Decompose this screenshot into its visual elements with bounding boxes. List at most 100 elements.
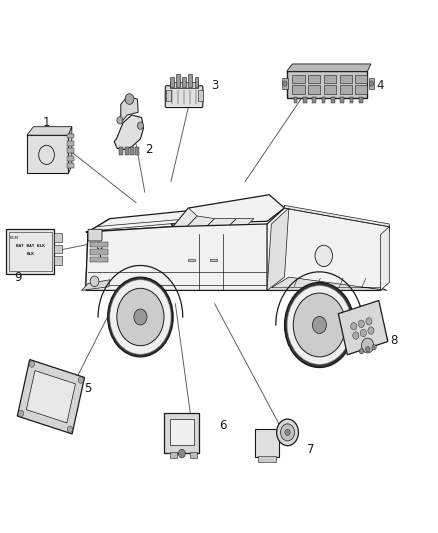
Bar (287, 71, 367, 98)
Bar (9, 232, 52, 271)
Bar (303, 97, 307, 103)
Circle shape (351, 322, 357, 330)
Polygon shape (17, 360, 85, 434)
Bar (164, 413, 199, 453)
Polygon shape (86, 224, 381, 290)
Polygon shape (221, 219, 254, 233)
Circle shape (110, 280, 171, 354)
Circle shape (138, 122, 144, 130)
Polygon shape (68, 127, 72, 173)
Bar (292, 75, 304, 83)
Circle shape (281, 424, 294, 441)
FancyBboxPatch shape (88, 229, 102, 241)
Polygon shape (272, 277, 387, 290)
Bar (324, 75, 336, 83)
Circle shape (90, 276, 99, 287)
Bar (54, 256, 62, 265)
Circle shape (287, 286, 352, 365)
Text: 9: 9 (14, 271, 22, 284)
Bar (7, 229, 54, 274)
Polygon shape (338, 301, 388, 355)
Polygon shape (381, 227, 389, 290)
Bar (188, 259, 195, 261)
Text: ECM: ECM (10, 236, 19, 240)
Bar (283, 78, 288, 90)
Circle shape (134, 309, 147, 325)
Bar (125, 147, 129, 155)
Bar (54, 233, 62, 241)
Circle shape (117, 117, 123, 124)
Bar (339, 75, 352, 83)
Polygon shape (114, 115, 144, 150)
Polygon shape (182, 216, 215, 233)
Text: 5: 5 (85, 382, 92, 395)
Bar (340, 97, 344, 103)
Bar (339, 85, 352, 94)
Circle shape (315, 245, 332, 266)
Circle shape (359, 349, 364, 354)
Bar (308, 85, 320, 94)
Bar (355, 85, 367, 94)
Bar (255, 429, 279, 457)
Text: 1: 1 (43, 117, 50, 130)
Circle shape (125, 94, 134, 104)
Circle shape (366, 346, 370, 352)
Bar (293, 97, 297, 103)
Circle shape (277, 419, 298, 446)
Polygon shape (81, 280, 110, 290)
Bar (188, 74, 192, 87)
Circle shape (360, 329, 367, 337)
Polygon shape (199, 219, 237, 233)
Text: BAT BAT BLK: BAT BAT BLK (16, 244, 45, 248)
Bar (369, 78, 374, 90)
Bar (170, 451, 177, 458)
Bar (176, 74, 180, 87)
Circle shape (285, 429, 290, 435)
Bar (194, 77, 198, 87)
Bar (355, 75, 367, 83)
Bar (170, 77, 173, 87)
Text: 2: 2 (145, 143, 153, 156)
Bar (350, 97, 353, 103)
Circle shape (18, 410, 24, 417)
Circle shape (368, 327, 374, 334)
Circle shape (372, 344, 376, 350)
Circle shape (283, 81, 287, 86)
Circle shape (369, 81, 374, 86)
Bar (67, 141, 74, 146)
Polygon shape (287, 64, 371, 71)
Bar (135, 147, 139, 155)
Polygon shape (171, 195, 285, 227)
Text: 4: 4 (377, 79, 384, 92)
Bar (190, 451, 197, 458)
Circle shape (78, 377, 83, 383)
Bar (54, 245, 62, 253)
Polygon shape (86, 219, 110, 285)
Bar (312, 97, 316, 103)
Polygon shape (173, 208, 197, 232)
Bar (67, 164, 74, 168)
Polygon shape (267, 208, 389, 290)
Polygon shape (285, 205, 389, 227)
Text: 6: 6 (219, 419, 227, 432)
Text: BLK: BLK (26, 252, 34, 256)
Circle shape (358, 320, 364, 327)
Bar (292, 85, 304, 94)
Bar (258, 456, 276, 462)
Polygon shape (86, 211, 188, 232)
Bar (67, 134, 74, 139)
Bar (359, 97, 363, 103)
Bar (331, 97, 335, 103)
Text: 7: 7 (307, 443, 314, 456)
Bar (324, 85, 336, 94)
Circle shape (361, 338, 374, 353)
Bar (90, 242, 108, 247)
Bar (67, 149, 74, 154)
Circle shape (117, 288, 164, 346)
Circle shape (312, 317, 326, 334)
Bar (130, 147, 134, 155)
Bar (210, 259, 217, 261)
Circle shape (67, 426, 73, 433)
Bar (308, 75, 320, 83)
Polygon shape (121, 96, 138, 123)
